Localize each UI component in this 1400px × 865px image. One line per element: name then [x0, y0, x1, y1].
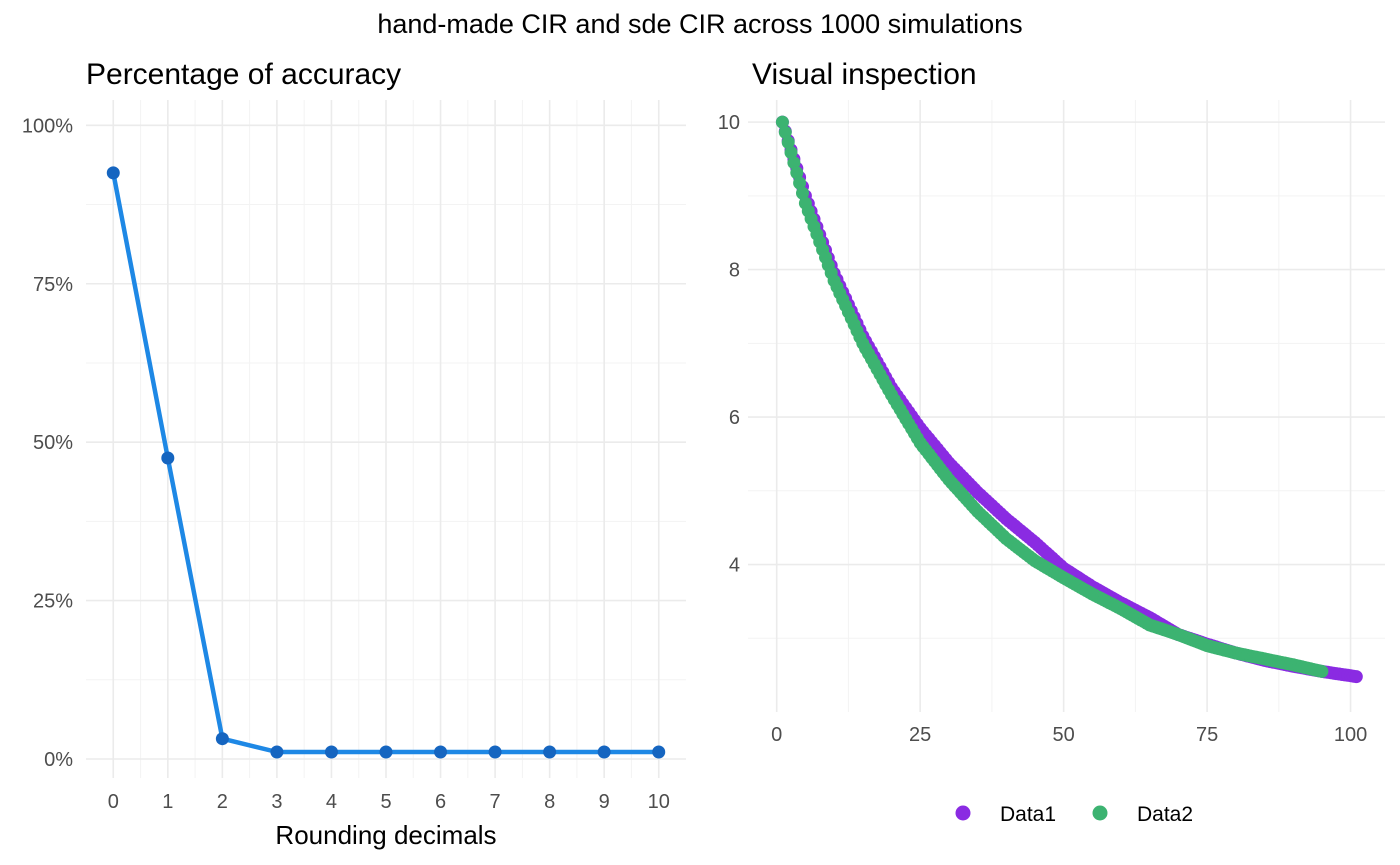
accuracy-point	[106, 166, 120, 180]
scatter-point	[793, 176, 807, 190]
accuracy-line-chart: 0 1 2 3 4 5 6 7 8 9 10 0% 25% 50% 75% 100%	[22, 100, 686, 813]
scatter-point	[787, 156, 801, 170]
left-y-tick-labels: 0% 25% 50% 75% 100%	[22, 115, 73, 771]
left-grid	[86, 100, 686, 778]
right-y-tick-labels: 4 6 8 10	[718, 112, 740, 576]
legend-marker-data1	[955, 805, 971, 821]
right-x-tick-label: 75	[1196, 724, 1218, 746]
scatter-series	[775, 115, 1363, 684]
figure-suptitle: hand-made CIR and sde CIR across 1000 si…	[377, 9, 1022, 39]
right-grid	[748, 100, 1385, 712]
left-x-tick-label: 9	[599, 791, 610, 813]
series-data1	[775, 115, 1363, 684]
scatter-point	[781, 135, 795, 149]
accuracy-point	[543, 745, 557, 759]
accuracy-point	[324, 745, 338, 759]
scatter-point	[1315, 664, 1329, 678]
left-x-tick-label: 4	[326, 791, 337, 813]
right-y-tick-label: 6	[729, 407, 740, 429]
left-x-tick-label: 8	[544, 791, 555, 813]
left-y-tick-label: 100%	[22, 115, 73, 137]
accuracy-series	[106, 166, 666, 759]
left-x-tick-label: 0	[108, 791, 119, 813]
left-y-tick-label: 75%	[33, 274, 73, 296]
accuracy-point	[161, 451, 175, 465]
visual-inspection-scatter: 0 25 50 75 100 4 6 8 10	[718, 100, 1385, 746]
legend-label-data2: Data2	[1137, 803, 1193, 826]
left-y-tick-label: 0%	[44, 749, 73, 771]
legend: Data1 Data2	[955, 803, 1193, 826]
right-x-tick-label: 100	[1334, 724, 1367, 746]
left-x-tick-label: 2	[217, 791, 228, 813]
accuracy-point	[652, 745, 666, 759]
left-x-axis-label: Rounding decimals	[275, 820, 496, 850]
legend-label-data1: Data1	[1000, 803, 1056, 826]
legend-marker-data2	[1092, 805, 1108, 821]
left-x-tick-label: 5	[380, 791, 391, 813]
left-x-tick-labels: 0 1 2 3 4 5 6 7 8 9 10	[108, 791, 670, 813]
accuracy-point	[597, 745, 611, 759]
left-x-tick-label: 1	[162, 791, 173, 813]
left-x-tick-label: 6	[435, 791, 446, 813]
scatter-point	[1349, 670, 1363, 684]
left-panel-title: Percentage of accuracy	[86, 58, 401, 91]
accuracy-point	[270, 745, 284, 759]
scatter-point	[778, 125, 792, 139]
accuracy-point	[434, 745, 448, 759]
scatter-point	[784, 146, 798, 159]
right-panel-title: Visual inspection	[752, 58, 977, 91]
accuracy-point	[379, 745, 393, 759]
scatter-point	[790, 166, 804, 180]
scatter-point	[775, 115, 789, 129]
series-data2	[775, 115, 1329, 678]
right-y-tick-label: 8	[729, 260, 740, 282]
right-y-tick-label: 4	[729, 555, 740, 577]
right-y-tick-label: 10	[718, 112, 740, 134]
right-x-tick-label: 50	[1053, 724, 1075, 746]
right-x-tick-label: 25	[909, 724, 931, 746]
left-x-tick-label: 10	[648, 791, 670, 813]
accuracy-point	[488, 745, 502, 759]
left-x-tick-label: 7	[490, 791, 501, 813]
left-x-tick-label: 3	[271, 791, 282, 813]
left-y-tick-label: 50%	[33, 432, 73, 454]
scatter-point	[796, 186, 809, 200]
right-x-tick-label: 0	[771, 724, 782, 746]
accuracy-point	[215, 732, 229, 746]
left-y-tick-label: 25%	[33, 591, 73, 613]
right-x-tick-labels: 0 25 50 75 100	[771, 724, 1367, 746]
